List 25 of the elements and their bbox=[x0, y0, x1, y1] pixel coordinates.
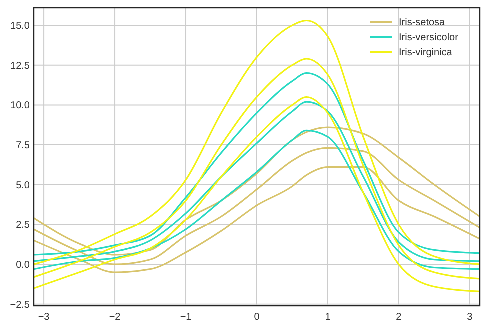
x-tick-label: −3 bbox=[38, 312, 50, 323]
y-tick-label: 0.0 bbox=[16, 260, 30, 272]
line-series bbox=[33, 101, 481, 262]
y-tick-label: 5.0 bbox=[16, 180, 30, 192]
y-tick-label: 2.5 bbox=[16, 220, 30, 232]
y-tick-label: 12.5 bbox=[10, 60, 30, 72]
line-series bbox=[33, 72, 481, 256]
y-tick-label: 15.0 bbox=[10, 21, 30, 32]
line-series bbox=[33, 58, 481, 280]
x-tick-label: −1 bbox=[180, 312, 192, 323]
line-series bbox=[33, 166, 481, 274]
x-tick-label: −2 bbox=[109, 312, 122, 323]
legend-label: Iris-versicolor bbox=[399, 32, 460, 44]
y-tick-label: 10.0 bbox=[10, 100, 30, 112]
y-tick-label: 7.5 bbox=[16, 140, 30, 152]
line-series bbox=[33, 96, 481, 292]
x-tick-label: 0 bbox=[254, 312, 260, 323]
x-tick-label: 2 bbox=[396, 312, 402, 323]
line-series bbox=[33, 147, 481, 266]
legend-label: Iris-setosa bbox=[399, 18, 446, 28]
line-series bbox=[33, 20, 481, 266]
y-tick-label: −2.5 bbox=[10, 300, 30, 311]
legend-label: Iris-virginica bbox=[399, 48, 453, 58]
x-tick-label: 1 bbox=[325, 312, 332, 323]
x-tick-label: 3 bbox=[467, 312, 474, 323]
